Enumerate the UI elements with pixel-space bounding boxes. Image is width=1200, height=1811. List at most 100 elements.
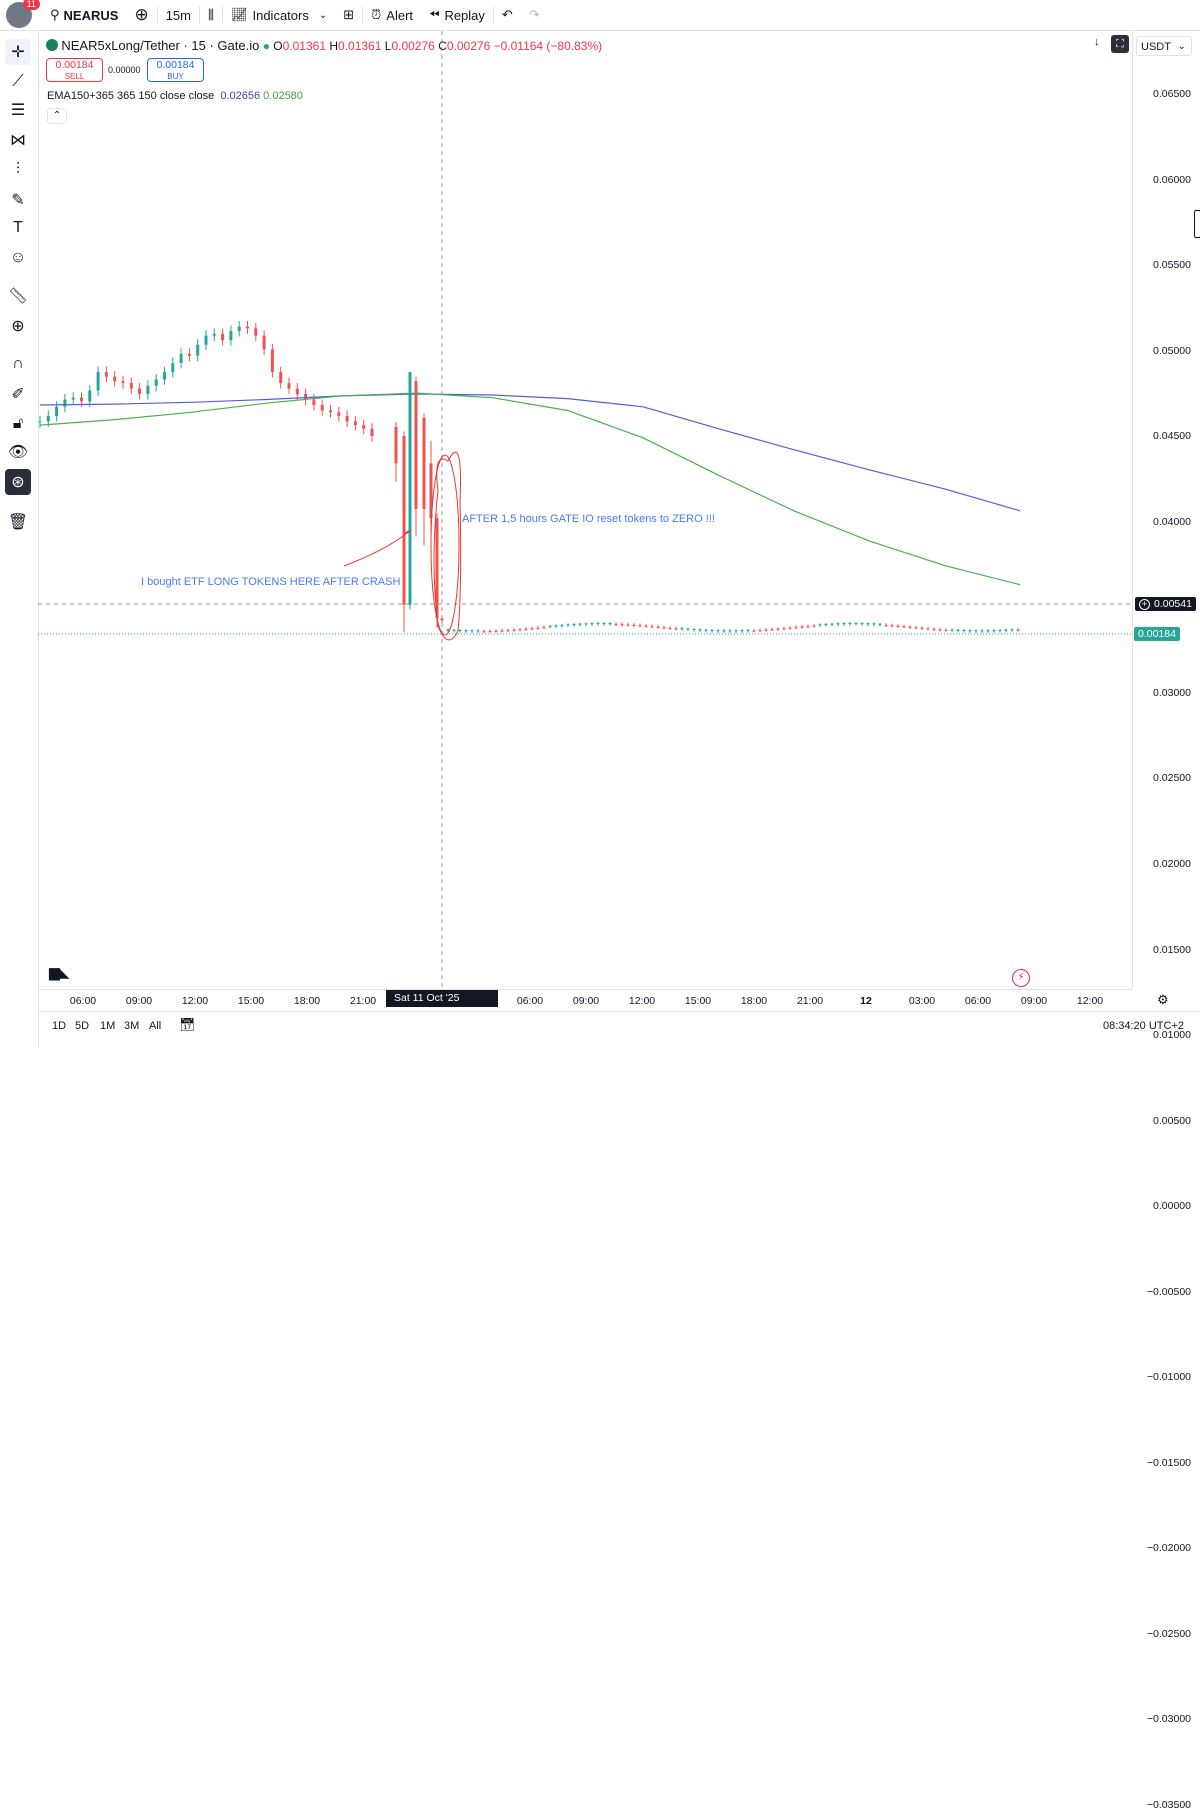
chevron-up-icon: ⌃	[52, 110, 62, 121]
forecast-tool[interactable]: ⫶	[5, 157, 31, 183]
chart-canvas[interactable]: I bought ETF LONG TOKENS HERE AFTER CRAS…	[38, 31, 1132, 989]
compare-button[interactable]: ⊕	[126, 0, 156, 30]
lightning-button[interactable]: ⚡︎	[1012, 969, 1030, 987]
hide-tool[interactable]: 👁︎	[5, 439, 31, 465]
crosshair-icon: ✛	[11, 44, 25, 61]
tradingview-logo[interactable]: ▆◣	[49, 964, 70, 981]
candle-body	[237, 326, 241, 332]
redo-icon: ↷	[528, 7, 540, 22]
candle-body	[446, 629, 450, 631]
candle-body	[295, 388, 299, 395]
axis-scroll-handle[interactable]	[1194, 210, 1200, 238]
candle-body	[962, 630, 966, 632]
magnet-tool[interactable]: ∩	[5, 351, 31, 377]
brush-tool[interactable]: ✎	[5, 187, 31, 213]
axis-settings-button[interactable]: ⚙	[1157, 992, 1169, 1008]
notification-badge: 11	[22, 0, 40, 10]
time-axis-label: 09:00	[125, 995, 153, 1007]
drawing-toolbar: ✛ ⟋ ☰ ⋈ ⫶ ✎ T ☺ 📏︎ ⊕ ∩ ✐ 🔓︎ 👁︎ ⊛ 🗑︎	[0, 31, 39, 1048]
sync-drawings-tool[interactable]: ⊛	[5, 469, 31, 495]
candle-body	[872, 623, 876, 625]
scroll-to-latest-button[interactable]: ↓	[1094, 36, 1100, 48]
interval-button[interactable]: 15m	[165, 7, 191, 23]
price-axis[interactable]: 0.06500 0.06000 0.05500 0.05000 0.04500 0.040…	[1132, 31, 1200, 1811]
candle-body	[824, 623, 828, 625]
remove-drawings-tool[interactable]: 🗑︎	[5, 509, 31, 535]
undo-icon: ↶	[501, 7, 513, 22]
ema-value-1: 0.02656	[220, 90, 261, 102]
text-tool[interactable]: T	[5, 215, 31, 241]
candle-body	[698, 629, 702, 631]
buy-price: 0.00184	[156, 59, 195, 71]
avatar[interactable]: 11	[6, 0, 40, 28]
symbol-search-button[interactable]: ⚲ NEARUS	[42, 0, 126, 30]
date-range-button[interactable]: 📅︎	[179, 1017, 196, 1033]
candle-body	[38, 421, 42, 423]
buy-button[interactable]: 0.00184 BUY	[147, 58, 204, 82]
undo-button[interactable]: ↶	[494, 0, 521, 30]
candle-body	[950, 629, 954, 631]
collapse-legend-button[interactable]: ⌃	[47, 108, 67, 124]
fib-tool[interactable]: ☰	[5, 97, 31, 123]
redo-button[interactable]: ↷	[521, 0, 548, 30]
trendline-icon: ⟋	[12, 73, 24, 90]
currency-select[interactable]: USDT ⌄	[1136, 36, 1192, 56]
candle-body	[221, 333, 225, 341]
time-axis-label: 18:00	[293, 995, 321, 1007]
emoji-tool[interactable]: ☺	[5, 245, 31, 271]
candle-body	[938, 629, 942, 631]
candle-body	[644, 625, 648, 627]
range-5d[interactable]: 5D	[75, 1020, 90, 1032]
range-3m[interactable]: 3M	[124, 1020, 140, 1032]
time-axis[interactable]: 06:0009:0012:0015:0018:0021:0001:1506:00…	[38, 989, 1132, 1012]
candle-body	[71, 397, 75, 400]
range-all[interactable]: All	[149, 1020, 162, 1032]
calendar-icon: 📅︎	[179, 1017, 196, 1032]
crosshair-time-tag: Sat 11 Oct '25	[386, 990, 498, 1007]
candle-body	[854, 623, 858, 625]
close-value: 0.00276	[446, 39, 491, 53]
candle-body	[998, 629, 1002, 631]
price-axis-label: 0.06500	[1153, 88, 1191, 100]
add-alert-icon: +	[1139, 599, 1150, 610]
candle-body	[440, 618, 444, 621]
pattern-tool[interactable]: ⋈	[5, 127, 31, 153]
candle-body	[518, 629, 522, 631]
clock[interactable]: 08:34:20 UTC+2	[1102, 1020, 1184, 1032]
candle-body	[578, 623, 582, 625]
zoom-tool[interactable]: ⊕	[5, 313, 31, 339]
replay-button[interactable]: ⏪︎ Replay	[421, 0, 493, 30]
measure-tool[interactable]: 📏︎	[5, 283, 31, 309]
trendline-tool[interactable]: ⟋	[5, 69, 31, 95]
sell-button[interactable]: 0.00184 SELL	[46, 58, 103, 82]
range-1m[interactable]: 1M	[100, 1020, 116, 1032]
crosshair-tool[interactable]: ✛	[5, 39, 31, 65]
indicators-button[interactable]: 📈︎ Indicators ⌄	[223, 0, 335, 30]
candle-body	[902, 626, 906, 628]
candle-body	[782, 628, 786, 630]
chevron-down-icon: ⌄	[1177, 41, 1186, 52]
candle-body	[584, 623, 588, 625]
chart-type-button[interactable]: ⫼	[200, 0, 222, 30]
ema-legend[interactable]: EMA150+365 365 150 close close 0.02656 0…	[47, 90, 303, 102]
price-axis-label: 0.05000	[1153, 344, 1191, 357]
alert-button[interactable]: ⏰︎ Alert	[363, 0, 421, 30]
price-axis-label: 0.03000	[1153, 686, 1191, 699]
time-axis-label: 06:00	[964, 995, 992, 1007]
eye-icon: 👁︎	[7, 444, 29, 461]
candle-body	[722, 630, 726, 632]
stay-drawing-tool[interactable]: ✐	[5, 381, 31, 407]
price-axis-label: 0.04000	[1153, 515, 1191, 528]
candle-body	[806, 626, 810, 628]
brush-icon: ✎	[11, 192, 25, 209]
candle-body	[680, 628, 684, 630]
candle-body	[512, 629, 516, 631]
lock-tool[interactable]: 🔓︎	[5, 411, 31, 437]
candle-body	[716, 630, 720, 632]
forecast-icon: ⫶	[15, 161, 20, 178]
candle-body	[758, 630, 762, 632]
templates-button[interactable]: ⊞	[335, 0, 362, 30]
auto-scale-button[interactable]: ⛶	[1111, 35, 1129, 53]
range-1d[interactable]: 1D	[52, 1020, 67, 1032]
candle-body	[770, 629, 774, 631]
